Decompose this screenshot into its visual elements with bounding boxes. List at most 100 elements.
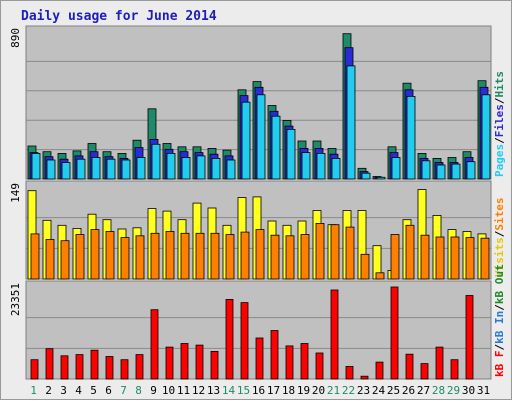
bar-sites-day-8 (135, 235, 145, 280)
day-label-14: 14 (222, 384, 236, 397)
bar-sites-day-12 (195, 232, 205, 280)
bar-pages-day-16 (256, 94, 266, 180)
bar-kb-f-day-16 (255, 337, 264, 380)
legend-item: kB Out (493, 264, 506, 304)
bar-pages-day-13 (211, 157, 221, 180)
bar-pages-day-11 (181, 157, 191, 180)
day-label-30: 30 (462, 384, 475, 397)
bar-pages-day-1 (31, 152, 41, 180)
bar-kb-f-day-26 (405, 353, 414, 380)
day-label-4: 4 (75, 384, 82, 397)
day-label-2: 2 (45, 384, 52, 397)
day-label-7: 7 (120, 384, 127, 397)
bar-kb-f-day-15 (240, 302, 249, 380)
bar-pages-day-24 (376, 176, 386, 180)
bar-pages-day-2 (46, 159, 56, 180)
bar-kb-f-day-14 (225, 298, 234, 380)
bar-pages-day-22 (346, 65, 356, 180)
bar-sites-day-2 (45, 239, 55, 280)
bar-pages-day-18 (286, 128, 296, 180)
bar-sites-day-3 (60, 240, 70, 280)
bar-kb-f-day-28 (435, 346, 444, 380)
bar-pages-day-19 (301, 152, 311, 180)
bar-kb-f-day-25 (390, 286, 399, 380)
bar-kb-f-day-23 (360, 375, 369, 380)
day-label-26: 26 (402, 384, 415, 397)
bar-sites-day-26 (405, 224, 415, 280)
bar-kb-f-day-21 (330, 289, 339, 380)
day-label-20: 20 (312, 384, 325, 397)
bar-kb-f-day-2 (45, 348, 54, 380)
bar-kb-f-day-3 (60, 355, 69, 380)
bar-kb-f-day-18 (285, 345, 294, 380)
panel-kbytes: 23351 (9, 280, 492, 380)
bar-pages-day-20 (316, 152, 326, 180)
bar-pages-day-21 (331, 157, 341, 180)
bar-pages-day-9 (151, 143, 161, 180)
bar-pages-day-17 (271, 115, 281, 180)
bar-kb-f-day-9 (150, 309, 159, 380)
bar-sites-day-1 (30, 233, 40, 280)
bar-kb-f-day-17 (270, 330, 279, 380)
day-label-8: 8 (135, 384, 142, 397)
bar-sites-day-28 (435, 236, 445, 280)
bar-pages-day-25 (391, 157, 401, 180)
legend-separator: / (493, 344, 506, 351)
bar-kb-f-day-10 (165, 346, 174, 380)
bar-pages-day-15 (241, 101, 251, 180)
legend-item: Hits (493, 71, 506, 98)
bar-pages-day-23 (361, 172, 371, 180)
day-label-27: 27 (417, 384, 430, 397)
legend-item: Files (493, 104, 506, 137)
bar-sites-day-11 (180, 232, 190, 280)
bar-sites-day-10 (165, 231, 175, 280)
legend-hits-files-pages: Pages/Files/Hits (493, 71, 506, 177)
ymax-label: 890 (9, 28, 22, 48)
bar-pages-day-3 (61, 162, 71, 180)
ymax-label: 149 (9, 183, 22, 203)
bar-kb-f-day-22 (345, 365, 354, 380)
bar-pages-day-4 (76, 158, 86, 180)
bar-kb-f-day-30 (465, 295, 474, 380)
bar-sites-day-9 (150, 232, 160, 280)
bar-sites-day-31 (480, 237, 490, 280)
day-label-19: 19 (297, 384, 310, 397)
legend-item: Pages (493, 144, 506, 177)
bar-sites-day-30 (465, 237, 475, 280)
bar-sites-day-7 (120, 237, 130, 280)
bar-sites-day-24 (375, 272, 385, 280)
bar-kb-f-day-12 (195, 344, 204, 380)
bar-pages-day-10 (166, 152, 176, 180)
day-label-5: 5 (90, 384, 97, 397)
panel-hits-files-pages: 890 (9, 25, 492, 180)
day-label-1: 1 (30, 384, 37, 397)
bar-sites-day-18 (285, 235, 295, 280)
bar-pages-day-31 (481, 94, 491, 180)
bar-sites-day-15 (240, 231, 250, 280)
day-label-18: 18 (282, 384, 295, 397)
bar-sites-day-13 (210, 232, 220, 280)
bar-kb-f-day-19 (300, 343, 309, 380)
bar-sites-day-17 (270, 234, 280, 280)
legend-item: kB In (493, 311, 506, 344)
legend-item: Sites (493, 198, 506, 231)
bar-sites-day-25 (390, 234, 400, 280)
day-label-10: 10 (162, 384, 175, 397)
bar-kb-f-day-29 (450, 359, 459, 380)
bar-pages-day-7 (121, 159, 131, 180)
bar-kb-f-day-13 (210, 350, 219, 380)
bar-sites-day-27 (420, 234, 430, 280)
bar-kb-f-day-24 (375, 361, 384, 380)
legend-visits-sites: Visits/Sites (493, 198, 506, 278)
bar-sites-day-16 (255, 229, 265, 280)
day-label-17: 17 (267, 384, 280, 397)
day-label-6: 6 (105, 384, 112, 397)
day-label-28: 28 (432, 384, 445, 397)
bar-kb-f-day-5 (90, 349, 99, 380)
legend-item: kB F (493, 351, 506, 378)
day-label-21: 21 (327, 384, 340, 397)
bar-pages-day-12 (196, 155, 206, 180)
day-label-23: 23 (357, 384, 370, 397)
bar-sites-day-22 (345, 226, 355, 280)
